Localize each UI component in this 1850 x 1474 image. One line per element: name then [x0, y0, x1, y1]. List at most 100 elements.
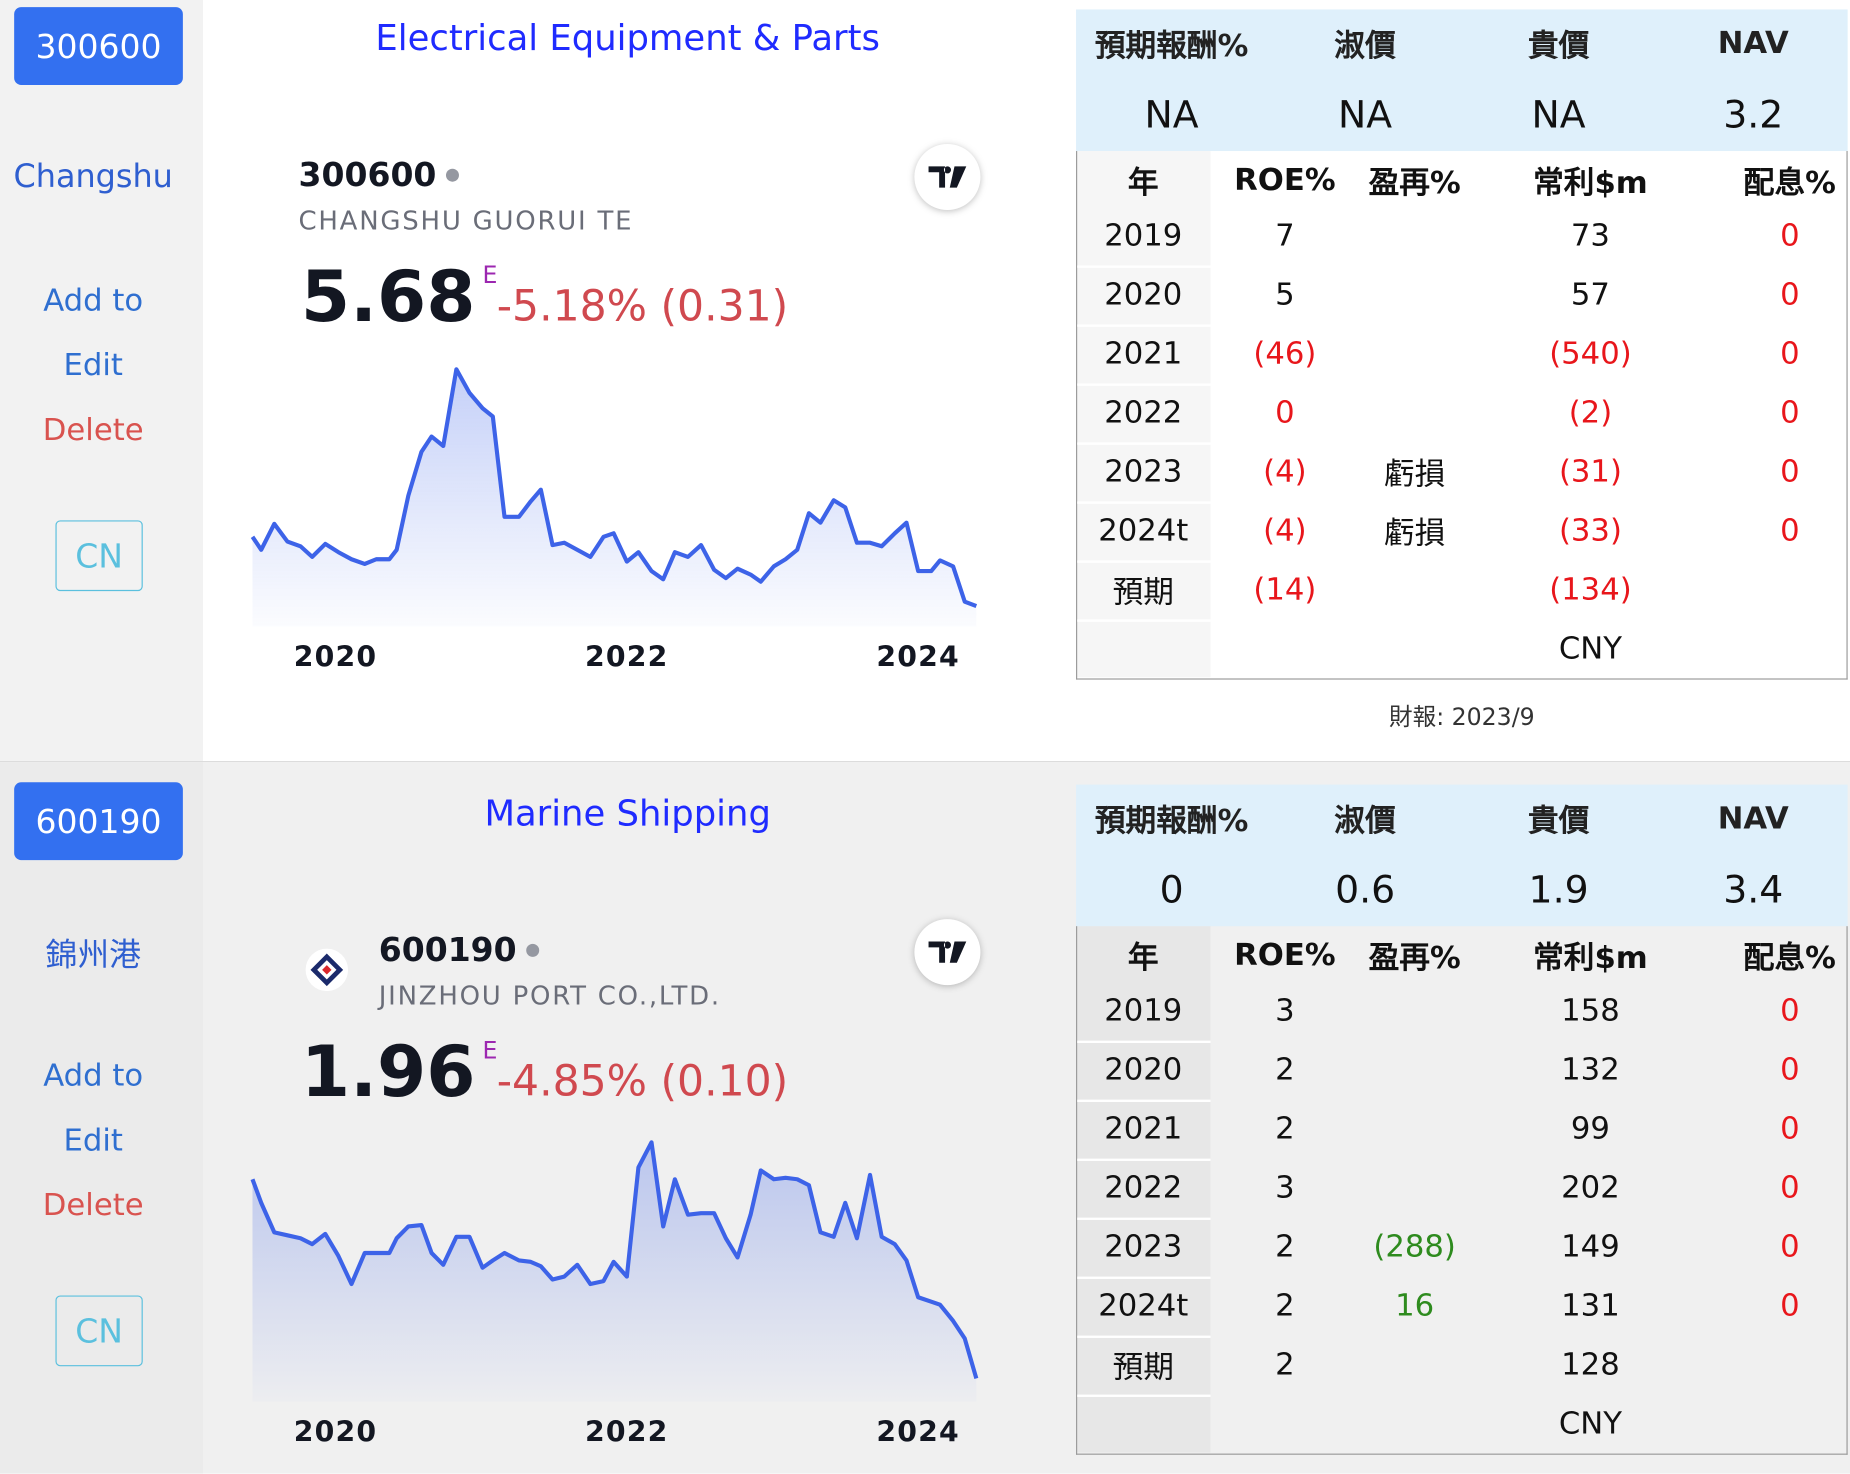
table-cell: 131: [1561, 1288, 1620, 1324]
x-tick-label: 2024: [876, 1416, 959, 1449]
market-button[interactable]: CN: [55, 520, 143, 592]
status-dot: [445, 168, 459, 182]
table-header: 配息%: [1743, 165, 1836, 202]
symbol: 600190: [378, 930, 517, 970]
table-cell: 2021: [1104, 336, 1183, 372]
table-cell: 0: [1780, 993, 1800, 1029]
table-cell: 202: [1561, 1170, 1620, 1206]
table-cell: (2): [1568, 395, 1613, 431]
price-flag: E: [482, 260, 498, 290]
table-cell: (4): [1263, 454, 1307, 490]
industry-title[interactable]: Electrical Equipment & Parts: [375, 18, 880, 60]
industry-title[interactable]: Marine Shipping: [484, 793, 771, 835]
row-separator: [1077, 1158, 1211, 1161]
table-cell: 2022: [1104, 1170, 1183, 1206]
table-cell: CNY: [1558, 631, 1622, 667]
table-cell: 2: [1275, 1052, 1295, 1088]
summary-header: NAV: [1717, 801, 1789, 837]
table-cell: 7: [1275, 218, 1295, 254]
sidebar-bg: [0, 0, 203, 762]
table-cell: 2021: [1104, 1111, 1183, 1147]
action-link[interactable]: Edit: [63, 348, 123, 384]
action-link[interactable]: Edit: [63, 1123, 123, 1159]
table-cell: 3: [1275, 993, 1295, 1029]
tradingview-logo[interactable]: [912, 142, 983, 213]
x-tick-label: 2024: [876, 640, 959, 673]
summary-value: 3.2: [1723, 92, 1784, 137]
price: 5.68: [300, 256, 476, 339]
stock-name[interactable]: Changshu: [13, 158, 173, 196]
table-cell: 0: [1780, 395, 1800, 431]
table-cell: 0: [1780, 454, 1800, 490]
action-link[interactable]: Add to: [43, 283, 144, 319]
table-cell: 0: [1780, 1170, 1800, 1206]
table-cell: (134): [1549, 572, 1632, 608]
row-separator: [1077, 383, 1211, 386]
table-cell: 149: [1561, 1229, 1620, 1265]
table-header: ROE%: [1234, 162, 1336, 199]
market-button[interactable]: CN: [55, 1295, 143, 1367]
sidebar-bg: [0, 762, 203, 1474]
x-tick-label: 2022: [585, 1416, 668, 1449]
price-flag: E: [482, 1035, 498, 1065]
table-cell: (33): [1558, 513, 1622, 549]
table-cell: 2: [1275, 1111, 1295, 1147]
table-cell: 0: [1780, 1052, 1800, 1088]
table-cell: 2: [1275, 1288, 1295, 1324]
row-separator: [1077, 1040, 1211, 1043]
row-separator: [1077, 1099, 1211, 1102]
summary-header: 預期報酬%: [1094, 28, 1249, 65]
table-cell: 虧損: [1383, 457, 1446, 493]
x-tick-label: 2020: [294, 1416, 377, 1449]
table-cell: 預期: [1112, 575, 1174, 611]
table-cell: 0: [1780, 513, 1800, 549]
company-name: JINZHOU PORT CO.,LTD.: [378, 982, 721, 1012]
table-cell: (31): [1558, 454, 1622, 490]
price-change: -4.85% (0.10): [496, 1057, 789, 1107]
summary-band: [1076, 784, 1848, 927]
summary-band: [1076, 9, 1848, 152]
table-cell: (540): [1549, 336, 1632, 372]
table-cell: 2020: [1104, 277, 1183, 313]
table-header: 配息%: [1743, 940, 1836, 977]
table-cell: 2019: [1104, 218, 1183, 254]
table-cell: 0: [1780, 277, 1800, 313]
row-separator: [1077, 1335, 1211, 1338]
stock-name[interactable]: 錦州港: [45, 937, 141, 974]
table-cell: 0: [1275, 395, 1295, 431]
action-link[interactable]: Delete: [42, 412, 144, 449]
row-separator: [1077, 560, 1211, 563]
table-box: [1076, 926, 1848, 1455]
summary-value: 0: [1159, 867, 1184, 913]
summary-value: 1.9: [1528, 867, 1589, 913]
action-link[interactable]: Delete: [42, 1188, 144, 1224]
table-cell: 2020: [1104, 1052, 1183, 1088]
table-cell: (288): [1373, 1229, 1456, 1265]
table-cell: 128: [1561, 1347, 1620, 1383]
row-separator: [1077, 619, 1211, 622]
table-cell: 57: [1570, 277, 1610, 313]
summary-value: 3.4: [1723, 867, 1784, 913]
action-link[interactable]: Add to: [43, 1058, 144, 1094]
table-cell: 0: [1780, 218, 1800, 254]
row-separator: [1077, 442, 1211, 445]
tradingview-logo[interactable]: [912, 917, 983, 988]
price-chart: 2020 2022 2024: [250, 367, 978, 673]
table-header: 年: [1127, 165, 1159, 202]
summary-header: 貴價: [1527, 804, 1590, 840]
logo-circle: [914, 919, 981, 986]
summary-value: NA: [1531, 92, 1586, 137]
table-cell: 2: [1275, 1229, 1295, 1265]
table-cell: 2024t: [1098, 1288, 1189, 1324]
summary-value: 0.6: [1335, 867, 1396, 913]
price-line: [250, 1140, 979, 1379]
code-button[interactable]: 300600: [14, 7, 183, 85]
company-logo: [305, 948, 349, 992]
price-area: [252, 369, 977, 627]
row-separator: [1077, 1217, 1211, 1220]
price: 1.96: [300, 1031, 476, 1114]
summary-header: NAV: [1717, 25, 1789, 62]
code-button[interactable]: 600190: [14, 782, 183, 861]
table-header: 盈再%: [1368, 165, 1461, 202]
table-cell: 73: [1570, 218, 1610, 254]
